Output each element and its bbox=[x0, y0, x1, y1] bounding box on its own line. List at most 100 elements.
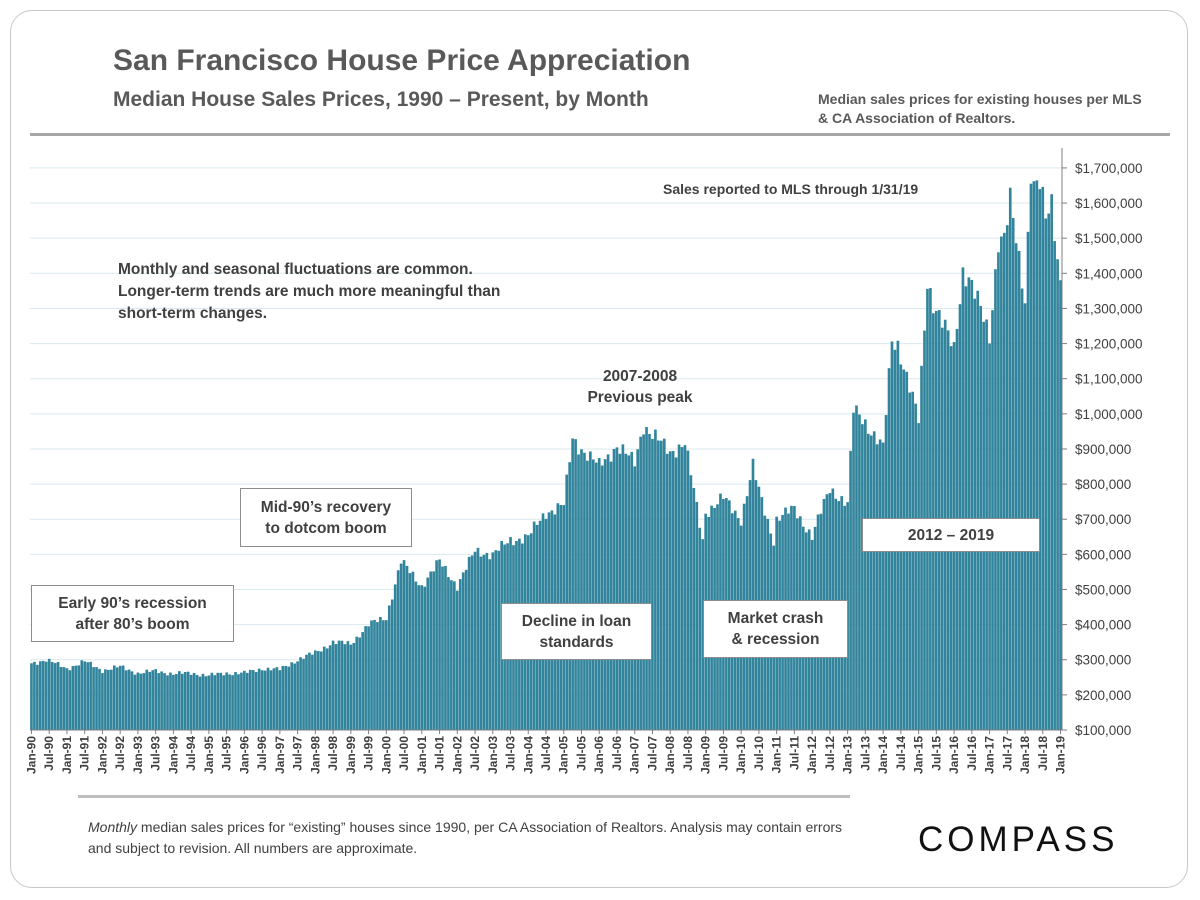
price-bar bbox=[929, 288, 932, 730]
price-bar bbox=[692, 488, 696, 730]
x-tick-label: Jul-98 bbox=[326, 736, 340, 771]
mid-90s-line1: Mid-90’s recovery bbox=[260, 498, 392, 516]
x-tick-label: Jul-00 bbox=[397, 736, 411, 771]
price-bar bbox=[225, 672, 228, 730]
price-bar bbox=[1053, 241, 1056, 730]
price-bar bbox=[1026, 231, 1030, 730]
price-bar bbox=[648, 433, 651, 730]
price-bar bbox=[266, 667, 270, 730]
price-bar bbox=[609, 461, 613, 730]
price-bar bbox=[908, 392, 912, 730]
price-bar bbox=[491, 552, 495, 730]
price-bar bbox=[677, 444, 681, 730]
early-90s-line2: after 80’s boom bbox=[75, 615, 190, 633]
price-bar bbox=[104, 669, 107, 730]
price-bar bbox=[683, 445, 687, 730]
price-bar bbox=[77, 665, 81, 730]
y-tick-label: $500,000 bbox=[1075, 582, 1131, 597]
price-bar bbox=[296, 661, 299, 730]
price-bar bbox=[325, 648, 329, 730]
x-tick-label: Jan-03 bbox=[486, 736, 500, 774]
x-tick-label: Jul-12 bbox=[823, 736, 837, 771]
price-bar bbox=[429, 571, 433, 730]
price-bar bbox=[494, 550, 498, 730]
price-bar bbox=[1023, 303, 1027, 730]
price-bar bbox=[316, 651, 320, 730]
crash-line2: & recession bbox=[731, 631, 820, 648]
price-bar bbox=[109, 669, 113, 730]
crash-line1: Market crash bbox=[727, 610, 824, 627]
price-bar bbox=[186, 671, 190, 730]
price-bar bbox=[488, 559, 492, 730]
price-bar bbox=[334, 644, 338, 730]
price-bar bbox=[393, 584, 397, 730]
price-bar bbox=[65, 668, 69, 730]
price-bar bbox=[657, 440, 660, 730]
x-tick-labels: Jan-90 Jul-90 Jan-91 Jul-91 Jan-92 Jul-92 Jan-… bbox=[24, 736, 1067, 774]
peak-line2: Previous peak bbox=[587, 389, 693, 406]
price-bar bbox=[319, 651, 323, 730]
price-bar bbox=[636, 449, 639, 730]
price-bar bbox=[574, 439, 577, 730]
x-tick-label: Jul-15 bbox=[929, 736, 943, 771]
price-bar bbox=[603, 459, 607, 730]
price-bar bbox=[204, 676, 208, 730]
price-bar bbox=[476, 547, 480, 730]
price-bar bbox=[435, 560, 438, 730]
price-bar bbox=[166, 675, 169, 730]
footer-text: median sales prices for “existing” house… bbox=[88, 819, 843, 856]
price-bar bbox=[447, 577, 450, 730]
y-tick-label: $800,000 bbox=[1075, 477, 1131, 492]
price-bar bbox=[674, 457, 678, 730]
price-bar bbox=[328, 645, 332, 730]
price-bar bbox=[157, 673, 160, 730]
mid-90s-callout: Mid-90’s recovery to dotcom boom bbox=[240, 488, 412, 547]
price-bar bbox=[234, 672, 237, 730]
price-bar bbox=[222, 675, 226, 730]
price-bar bbox=[1044, 218, 1048, 730]
page-subtitle: Median House Sales Prices, 1990 – Presen… bbox=[113, 88, 649, 111]
y-tick-label: $1,300,000 bbox=[1075, 301, 1143, 316]
price-bar bbox=[633, 466, 637, 730]
price-bar bbox=[33, 661, 36, 730]
price-bar bbox=[444, 565, 447, 730]
price-bar bbox=[866, 433, 870, 730]
price-bar bbox=[441, 566, 444, 730]
logo-text: COMPASS bbox=[918, 820, 1119, 859]
price-bar bbox=[361, 632, 364, 730]
x-tick-label: Jul-95 bbox=[220, 736, 234, 771]
price-bar bbox=[192, 672, 196, 730]
price-bar bbox=[293, 663, 296, 730]
footer-divider bbox=[78, 795, 850, 798]
x-tick-label: Jul-99 bbox=[362, 736, 376, 771]
price-bar bbox=[665, 453, 669, 730]
price-bar bbox=[852, 412, 855, 730]
x-tick-label: Jan-13 bbox=[841, 736, 855, 774]
price-bar bbox=[589, 451, 592, 730]
price-bar bbox=[275, 667, 279, 730]
price-bar bbox=[411, 571, 415, 730]
early-90s-line1: Early 90’s recession bbox=[58, 594, 207, 612]
x-tick-label: Jul-94 bbox=[184, 736, 198, 771]
slide-frame bbox=[10, 10, 1188, 888]
price-bar bbox=[1038, 189, 1042, 730]
price-bar bbox=[461, 572, 465, 730]
price-bar bbox=[1000, 236, 1003, 730]
price-bar bbox=[967, 277, 971, 730]
price-bar bbox=[340, 640, 344, 730]
x-tick-label: Jan-10 bbox=[734, 736, 748, 774]
price-bar bbox=[659, 440, 663, 730]
y-tick-label: $1,100,000 bbox=[1075, 372, 1143, 387]
price-bar bbox=[387, 605, 391, 730]
y-tick-label: $100,000 bbox=[1075, 723, 1131, 738]
price-bar bbox=[642, 434, 645, 730]
price-bar bbox=[686, 450, 690, 730]
price-bar bbox=[701, 539, 705, 730]
price-bar bbox=[1059, 280, 1062, 730]
x-tick-label: Jan-01 bbox=[415, 736, 429, 774]
price-bar bbox=[1020, 288, 1024, 730]
source-note: Median sales prices for existing houses … bbox=[818, 91, 1142, 126]
y-tick-label: $700,000 bbox=[1075, 512, 1131, 527]
price-bar bbox=[689, 475, 693, 730]
